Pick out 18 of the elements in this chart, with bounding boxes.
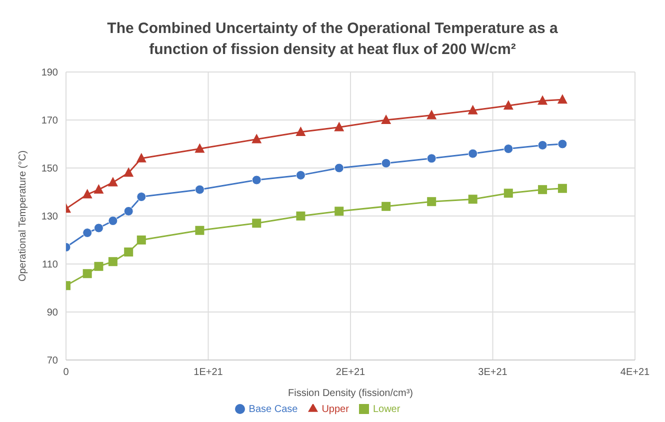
- x-tick-label: 1E+21: [194, 367, 224, 378]
- x-axis-title: Fission Density (fission/cm³): [288, 388, 414, 399]
- y-tick-label: 70: [46, 356, 58, 367]
- y-tick-label: 110: [42, 260, 58, 271]
- x-tick-label: 3E+21: [478, 367, 508, 378]
- y-tick-label: 170: [41, 116, 58, 127]
- y-tick-label: 150: [41, 164, 58, 175]
- x-tick-label: 0: [63, 367, 70, 378]
- legend-label: Base Case: [248, 404, 298, 415]
- y-tick-label: 130: [41, 212, 58, 223]
- y-tick-label: 190: [41, 68, 58, 79]
- x-tick-label: 2E+21: [336, 367, 366, 378]
- y-axis-title: Operational Temperature (°C): [18, 150, 29, 282]
- legend-label: Lower: [372, 404, 400, 415]
- y-tick-label: 90: [46, 308, 58, 319]
- legend-label: Upper: [322, 404, 349, 415]
- chart-title: The Combined Uncertainty of the Operational Temperature as a function of fission density at heat flux of 200 W/cm²: [106, 19, 559, 60]
- x-tick-label: 4E+21: [620, 367, 650, 378]
